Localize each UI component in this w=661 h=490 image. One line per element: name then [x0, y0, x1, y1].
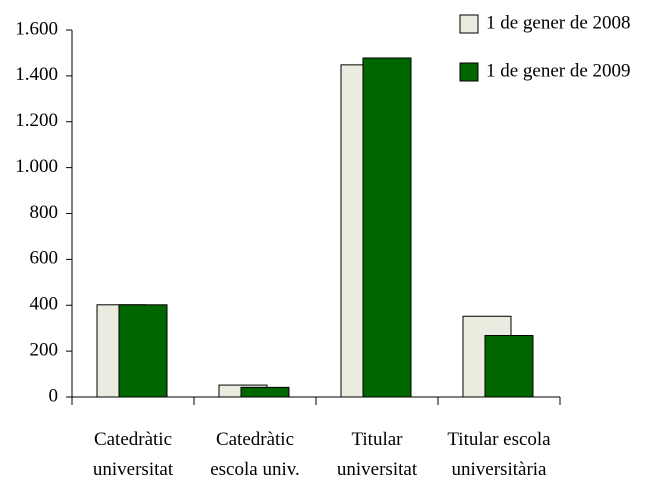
bar — [118, 304, 168, 398]
x-tick-label: Catedràtic escola univ. — [210, 429, 300, 480]
bar — [484, 335, 534, 398]
y-tick-label: 1.200 — [15, 110, 58, 131]
legend-swatch — [459, 62, 479, 82]
y-tick-label: 400 — [30, 294, 59, 315]
x-tick-label: Catedràtic universitat — [92, 429, 174, 480]
y-tick-label: 800 — [30, 202, 59, 223]
legend-swatch — [459, 14, 479, 34]
legend-label: 1 de gener de 2008 — [486, 12, 631, 33]
x-tick-label: Titular escola universitària — [447, 429, 551, 480]
y-tick-label: 0 — [49, 385, 59, 406]
y-tick-label: 1.400 — [15, 64, 58, 85]
y-tick-label: 200 — [30, 339, 59, 360]
x-tick-label: Titular universitat — [336, 429, 418, 480]
y-tick-label: 1.000 — [15, 156, 58, 177]
legend-label: 1 de gener de 2009 — [486, 60, 631, 81]
y-tick-label: 600 — [30, 248, 59, 269]
bar — [240, 386, 290, 398]
y-tick-label: 1.600 — [15, 18, 58, 39]
bar — [362, 57, 412, 398]
